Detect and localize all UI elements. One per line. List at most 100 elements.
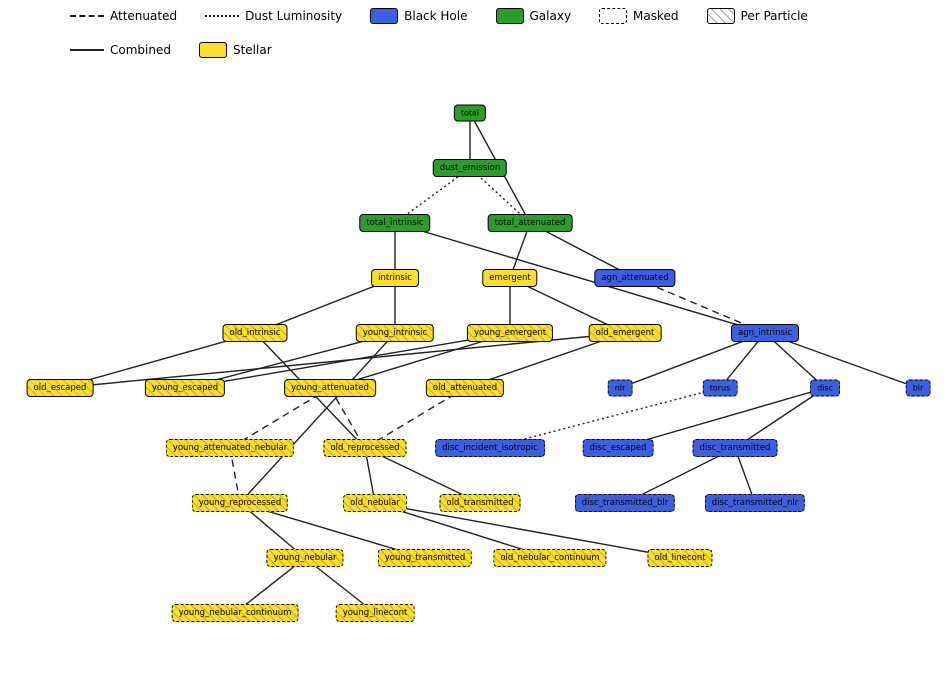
legend-item: Masked [599, 8, 678, 24]
legend-box-swatch [496, 8, 524, 24]
legend-line-swatch [70, 49, 104, 51]
node-label: young_transmitted [385, 553, 465, 563]
node-label: old_attenuated [433, 383, 497, 393]
node-label: old_escaped [34, 383, 87, 393]
legend-item: Combined [70, 43, 171, 57]
node-old_escaped: old_escaped [27, 379, 94, 397]
node-label: young_attenuated_nebular [173, 443, 287, 453]
node-label: young_nebular [273, 553, 336, 563]
node-label: old_nebular [350, 498, 400, 508]
node-young_neb_cont: young_nebular_continuum [172, 604, 299, 622]
legend-item: Attenuated [70, 9, 177, 23]
node-young_nebular: young_nebular [266, 549, 343, 567]
legend-line-swatch [70, 15, 104, 17]
node-young_transmitted: young_transmitted [378, 549, 472, 567]
node-disc_trans_nlr: disc_transmitted_nlr [705, 494, 805, 512]
node-disc_transmitted: disc_transmitted [693, 439, 778, 457]
node-label: disc_transmitted_blr [582, 498, 668, 508]
node-total_intrinsic: total_intrinsic [359, 214, 430, 232]
legend-box-swatch [599, 8, 627, 24]
node-dust_emission: dust_emission [433, 159, 507, 177]
node-label: young_attenuated [291, 383, 369, 393]
legend-label: Attenuated [110, 9, 177, 23]
edge [240, 333, 395, 503]
node-label: disc_transmitted_nlr [712, 498, 798, 508]
node-old_nebular: old_nebular [343, 494, 407, 512]
node-label: total [461, 109, 479, 118]
legend-box-swatch [199, 42, 227, 58]
node-label: disc_escaped [590, 443, 647, 453]
node-label: young_linecont [343, 608, 408, 618]
legend-item: Black Hole [370, 8, 467, 24]
node-label: total_attenuated [495, 218, 566, 228]
node-young_escaped: young_escaped [145, 379, 225, 397]
node-label: agn_intrinsic [738, 328, 792, 338]
node-old_emergent: old_emergent [589, 324, 662, 342]
node-young_emergent: young_emergent [467, 324, 553, 342]
node-old_intrinsic: old_intrinsic [223, 324, 288, 342]
node-label: disc_incident_isotropic [442, 443, 538, 453]
node-label: old_nebular_continuum [500, 553, 599, 563]
node-label: old_emergent [596, 328, 655, 338]
node-label: blr [913, 384, 924, 393]
node-total: total [454, 105, 486, 122]
node-intrinsic: intrinsic [371, 269, 419, 287]
node-old_transmitted: old_transmitted [440, 494, 521, 512]
node-label: total_intrinsic [366, 218, 423, 228]
node-label: emergent [489, 273, 530, 283]
node-old_neb_cont: old_nebular_continuum [493, 549, 606, 567]
diagram-area: total dust_emission total_intrinsic total_a… [0, 58, 950, 690]
legend-label: Dust Luminosity [245, 9, 342, 23]
legend-label: Stellar [233, 43, 272, 57]
edge [395, 223, 765, 333]
legend-label: Masked [633, 9, 678, 23]
legend-label: Galaxy [530, 9, 572, 23]
legend-box-swatch [707, 8, 735, 24]
legend-label: Black Hole [404, 9, 467, 23]
node-label: young_intrinsic [363, 328, 427, 338]
node-total_attenuated: total_attenuated [488, 214, 573, 232]
legend-box-swatch [370, 8, 398, 24]
node-old_attenuated: old_attenuated [426, 379, 504, 397]
legend-label: Per Particle [741, 9, 808, 23]
node-label: old_transmitted [447, 498, 514, 508]
node-young_intrinsic: young_intrinsic [356, 324, 434, 342]
node-blr: blr [906, 380, 931, 397]
node-disc_escaped: disc_escaped [583, 439, 654, 457]
legend: Attenuated Dust Luminosity Black Hole Galax… [70, 8, 930, 58]
node-label: disc_transmitted [700, 443, 771, 453]
node-label: disc [817, 384, 833, 393]
legend-item: Stellar [199, 42, 272, 58]
node-label: old_linecont [654, 553, 705, 563]
node-label: torus [710, 384, 731, 393]
legend-line-swatch [205, 15, 239, 17]
node-label: old_intrinsic [230, 328, 281, 338]
node-label: agn_attenuated [601, 273, 668, 283]
node-label: young_reprocessed [199, 498, 281, 508]
legend-item: Dust Luminosity [205, 9, 342, 23]
node-label: old_reprocessed [330, 443, 399, 453]
legend-item: Per Particle [707, 8, 808, 24]
node-young_reproc: young_reprocessed [192, 494, 288, 512]
node-old_reprocessed: old_reprocessed [323, 439, 406, 457]
legend-item: Galaxy [496, 8, 572, 24]
node-torus: torus [703, 380, 738, 397]
node-old_linecont: old_linecont [647, 549, 712, 567]
node-disc_inc_iso: disc_incident_isotropic [435, 439, 545, 457]
node-nlr: nlr [608, 380, 633, 397]
node-label: young_nebular_continuum [179, 608, 292, 618]
node-label: young_emergent [474, 328, 546, 338]
node-young_attenuated: young_attenuated [284, 379, 376, 397]
node-label: young_escaped [152, 383, 218, 393]
node-agn_attenuated: agn_attenuated [594, 269, 675, 287]
node-agn_intrinsic: agn_intrinsic [731, 324, 799, 342]
legend-label: Combined [110, 43, 171, 57]
node-disc: disc [810, 380, 840, 397]
node-emergent: emergent [482, 269, 537, 287]
node-young_att_neb: young_attenuated_nebular [166, 439, 294, 457]
node-label: intrinsic [378, 273, 412, 283]
node-young_linecont: young_linecont [336, 604, 415, 622]
edges-layer [0, 58, 950, 690]
node-disc_trans_blr: disc_transmitted_blr [575, 494, 675, 512]
node-label: dust_emission [440, 163, 500, 173]
